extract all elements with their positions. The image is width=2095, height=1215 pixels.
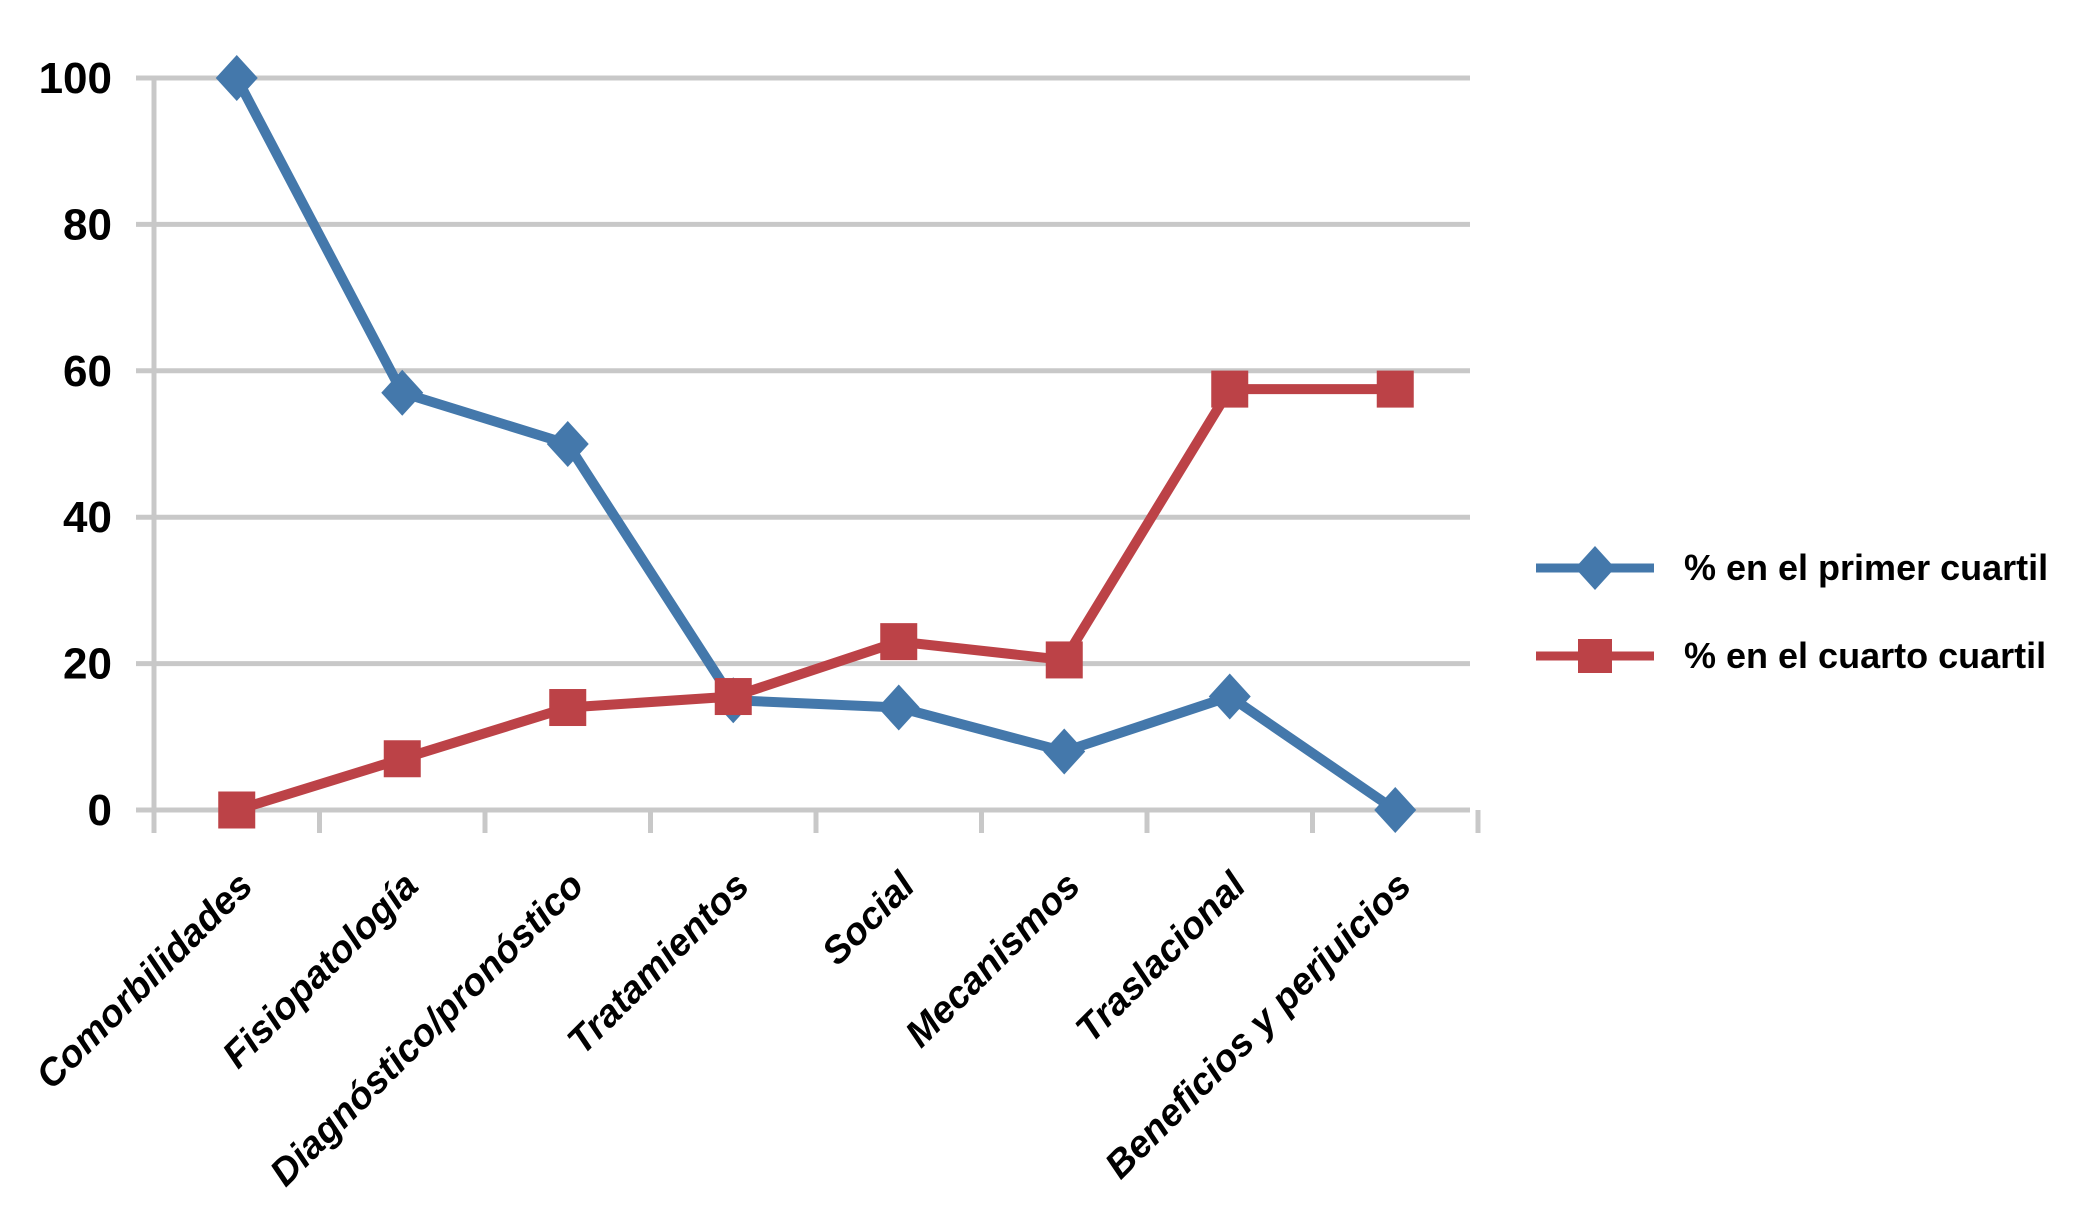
legend-label: % en el primer cuartil bbox=[1684, 547, 2049, 588]
data-point-marker bbox=[218, 791, 256, 829]
series-line bbox=[232, 75, 1399, 815]
legend-item-primer-cuartil: % en el primer cuartil bbox=[1532, 536, 2048, 600]
data-point-marker bbox=[1211, 370, 1249, 408]
x-axis-category-label: Traslacional bbox=[1068, 864, 1255, 1051]
y-axis-tick-label: 100 bbox=[39, 54, 112, 103]
data-point-marker bbox=[546, 421, 589, 467]
legend-marker-shape bbox=[1578, 639, 1612, 673]
x-axis-category-label: Diagnóstico/pronóstico bbox=[262, 865, 592, 1195]
y-axis-tick-label: 80 bbox=[63, 200, 112, 249]
data-point-marker bbox=[877, 684, 920, 731]
y-axis-tick-label: 0 bbox=[88, 786, 112, 835]
legend-label: % en el cuarto cuartil bbox=[1684, 635, 2047, 676]
legend-marker-shape bbox=[1575, 546, 1615, 590]
y-axis-tick-label: 40 bbox=[63, 493, 112, 542]
data-point-marker bbox=[1043, 728, 1086, 775]
data-point-marker bbox=[1374, 787, 1417, 833]
data-point-marker bbox=[549, 689, 587, 727]
legend-item-cuarto-cuartil: % en el cuarto cuartil bbox=[1532, 624, 2048, 688]
data-point-marker bbox=[714, 678, 752, 716]
x-axis-category-label: Beneficios y perjuicios bbox=[1097, 865, 1419, 1187]
x-axis-category-label: Comorbilidades bbox=[28, 865, 261, 1098]
data-point-marker bbox=[880, 623, 918, 661]
chart-legend: % en el primer cuartil % en el cuarto cu… bbox=[1532, 536, 2048, 688]
data-point-marker bbox=[1376, 370, 1414, 408]
data-point-marker bbox=[1208, 673, 1251, 720]
y-axis-tick-label: 60 bbox=[63, 347, 112, 396]
data-point-marker bbox=[383, 740, 421, 778]
data-point-marker bbox=[215, 55, 258, 101]
data-point-marker bbox=[381, 369, 424, 416]
x-axis-category-label: Social bbox=[814, 864, 924, 974]
series-line bbox=[235, 384, 1396, 815]
data-point-marker bbox=[1045, 641, 1083, 679]
legend-marker-square-icon bbox=[1536, 639, 1654, 673]
x-axis-category-label: Mecanismos bbox=[898, 865, 1089, 1056]
y-axis-tick-label: 20 bbox=[63, 640, 112, 689]
legend-marker-diamond-icon bbox=[1536, 546, 1654, 590]
